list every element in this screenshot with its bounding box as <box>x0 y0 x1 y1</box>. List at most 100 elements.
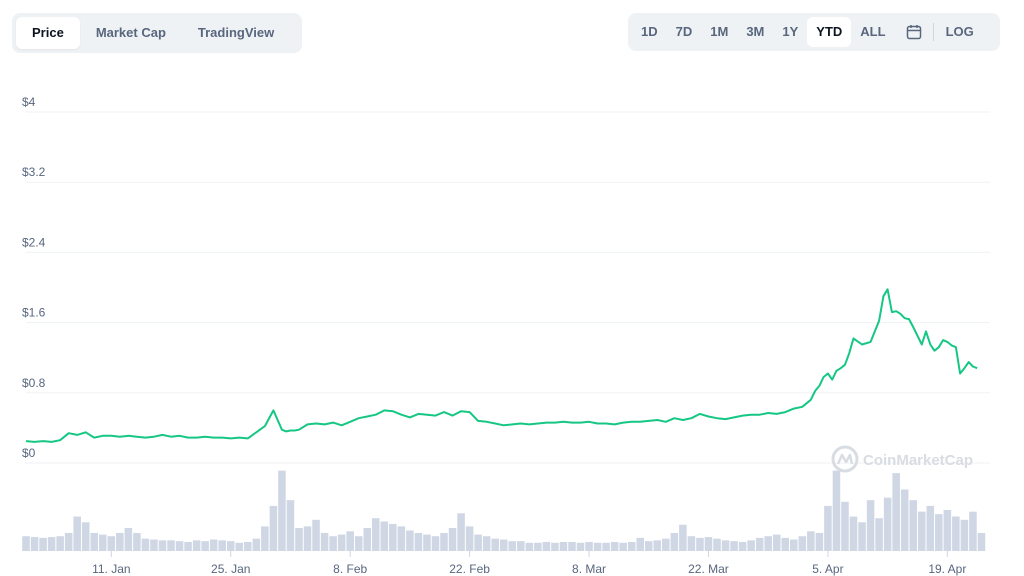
tab-tradingview[interactable]: TradingView <box>197 25 275 40</box>
chart-gridlines <box>26 111 990 464</box>
volume-bar <box>696 537 704 551</box>
volume-bar <box>568 541 576 551</box>
volume-bar <box>226 541 235 551</box>
volume-bar <box>875 518 883 551</box>
y-tick-label: $4 <box>22 95 36 109</box>
volume-bar <box>730 541 738 551</box>
volume-bar <box>363 528 372 551</box>
volume-bar <box>312 519 320 551</box>
y-tick-label: $0 <box>22 446 36 460</box>
volume-bar <box>738 541 747 551</box>
range-all-button[interactable]: ALL <box>860 24 886 39</box>
volume-bar <box>662 538 670 551</box>
volume-bar <box>414 532 423 551</box>
volume-bar <box>278 470 286 551</box>
volume-bar <box>218 540 226 551</box>
volume-bar <box>482 536 491 551</box>
volume-bar <box>124 528 133 551</box>
range-ytd-button[interactable]: YTD <box>807 17 852 47</box>
volume-bar <box>295 528 303 551</box>
volume-bar <box>133 532 141 551</box>
tab-market-cap[interactable]: Market Cap <box>95 25 166 40</box>
volume-bar <box>960 519 969 551</box>
volume-bar <box>81 522 90 551</box>
volume-bar <box>653 540 662 551</box>
y-tick-label: $2.4 <box>22 235 46 249</box>
x-tick-label: 8. Feb <box>333 562 367 576</box>
watermark-text: CoinMarketCap <box>863 452 973 469</box>
x-axis-labels: 11. Jan 25. Jan 8. Feb 22. Feb 8. Mar 22. Mar… <box>92 551 966 576</box>
calendar-icon[interactable] <box>899 17 929 47</box>
volume-bar <box>892 473 900 551</box>
volume-bar <box>64 532 73 551</box>
volume-bar <box>90 532 99 551</box>
volume-bar <box>158 540 167 551</box>
volume-bar <box>39 537 47 551</box>
volume-bar <box>781 537 790 551</box>
range-divider <box>932 23 934 41</box>
volume-bar <box>320 532 329 551</box>
volume-bar <box>303 526 312 551</box>
volume-bar <box>534 542 542 551</box>
time-range-selector: 1D 7D 1M 3M 1Y YTD ALL LOG <box>628 13 1000 51</box>
volume-bar <box>644 541 653 551</box>
volume-bar <box>380 521 389 551</box>
volume-bar <box>593 542 602 551</box>
volume-bar <box>175 541 184 551</box>
volume-bar <box>798 536 807 551</box>
log-scale-toggle[interactable]: LOG <box>945 24 974 39</box>
range-7d-button[interactable]: 7D <box>675 24 693 39</box>
volume-bar <box>772 534 781 551</box>
volume-bar <box>457 513 465 551</box>
volume-bar <box>687 536 696 551</box>
volume-bar <box>116 532 124 551</box>
volume-bar <box>286 500 295 551</box>
volume-bar <box>917 511 926 551</box>
price-line <box>25 288 978 443</box>
volume-bar <box>619 542 627 551</box>
volume-bars <box>22 470 986 551</box>
range-1d-button[interactable]: 1D <box>641 24 658 39</box>
volume-bar <box>465 526 474 551</box>
volume-bar <box>610 541 619 551</box>
volume-bar <box>201 541 209 551</box>
volume-bar <box>747 540 755 551</box>
volume-bar <box>926 505 935 551</box>
coinmarketcap-logo-icon <box>831 445 859 473</box>
range-3m-button[interactable]: 3M <box>746 24 765 39</box>
volume-bar <box>670 532 679 551</box>
volume-bar <box>354 536 363 551</box>
tab-price[interactable]: Price <box>16 17 80 49</box>
volume-bar <box>192 540 201 551</box>
range-1m-button[interactable]: 1M <box>710 24 729 39</box>
volume-bar <box>679 524 687 551</box>
volume-bar <box>499 539 508 551</box>
volume-bar <box>969 511 977 551</box>
y-axis-labels: $0 $0.8 $1.6 $2.4 $3.2 $4 <box>22 95 46 460</box>
volume-bar <box>389 523 397 551</box>
volume-bar <box>832 470 841 551</box>
volume-bar <box>602 542 610 551</box>
volume-bar <box>721 540 730 551</box>
volume-bar <box>167 540 175 551</box>
volume-bar <box>858 522 866 551</box>
chart-type-tabs: Price Market Cap TradingView <box>12 13 302 53</box>
volume-bar <box>943 510 952 551</box>
volume-bar <box>952 516 960 551</box>
volume-bar <box>764 536 772 551</box>
y-tick-label: $1.6 <box>22 306 46 320</box>
range-1y-button[interactable]: 1Y <box>782 24 799 39</box>
volume-bar <box>252 538 261 551</box>
volume-bar <box>551 542 559 551</box>
volume-bar <box>491 538 499 551</box>
volume-bar <box>73 516 81 551</box>
volume-bar <box>406 530 414 551</box>
volume-bar <box>423 534 431 551</box>
x-tick-label: 22. Mar <box>688 562 729 576</box>
price-series <box>25 288 978 443</box>
volume-bar <box>900 489 909 551</box>
volume-bar <box>150 539 158 551</box>
volume-bar <box>337 534 346 551</box>
volume-bar <box>909 500 917 551</box>
